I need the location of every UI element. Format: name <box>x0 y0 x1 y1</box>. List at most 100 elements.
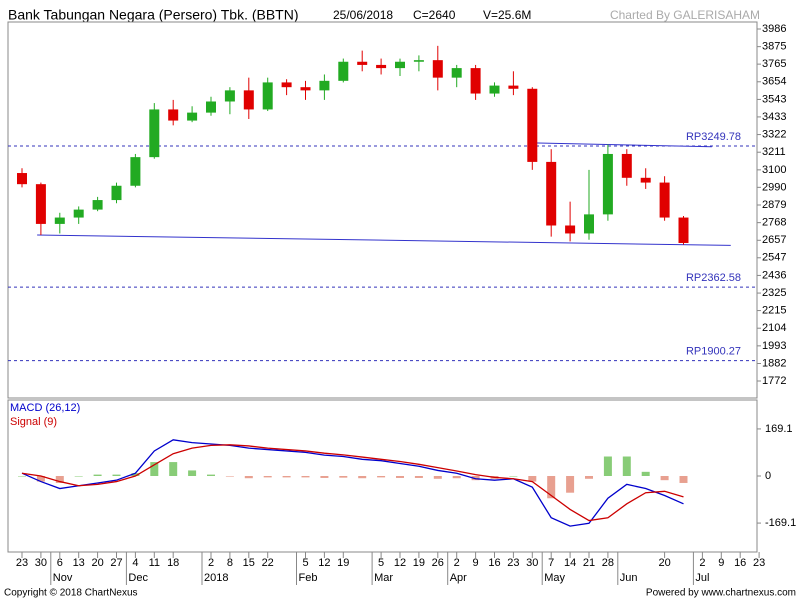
histogram-bar <box>112 474 121 476</box>
histogram-bar <box>225 476 234 477</box>
histogram-bar <box>509 476 518 477</box>
candle-body <box>92 200 103 210</box>
candle-body <box>187 112 198 121</box>
candle-body <box>338 61 349 81</box>
x-tick-label: 23 <box>16 557 28 569</box>
candle-body <box>527 88 538 162</box>
y-tick-label: 3986 <box>762 23 786 35</box>
histogram-bar <box>396 476 404 478</box>
histogram-bar <box>188 470 197 476</box>
x-tick-label: 9 <box>718 557 724 569</box>
histogram-bar <box>566 476 575 493</box>
candle-body <box>413 60 424 62</box>
histogram-bar <box>18 476 26 477</box>
histogram-bar <box>641 471 650 476</box>
x-tick-label: 2 <box>208 557 214 569</box>
x-tick-label: 5 <box>302 557 308 569</box>
candle-body <box>376 64 387 69</box>
candle-body <box>432 60 443 78</box>
histogram-bar <box>74 476 83 477</box>
histogram-bar <box>433 476 442 479</box>
x-tick-label: 2 <box>699 557 705 569</box>
histogram-bar <box>622 456 631 476</box>
y-tick-label: 2325 <box>762 287 786 299</box>
month-label: May <box>544 572 565 584</box>
month-label: Nov <box>53 572 73 584</box>
y-tick-label: 1882 <box>762 357 786 369</box>
x-tick-label: 28 <box>602 557 614 569</box>
y-tick-label: 1993 <box>762 340 786 352</box>
credit: Charted By GALERISAHAM <box>610 8 760 22</box>
month-label: Jun <box>620 572 638 584</box>
reference-label: RP2362.58 <box>686 272 741 284</box>
volume: V=25.6M <box>483 8 531 22</box>
candle-body <box>659 182 670 218</box>
candle-body <box>111 185 122 201</box>
y-tick-label: 2104 <box>762 322 786 334</box>
histogram-bar <box>679 476 688 483</box>
legend-entry: Signal (9) <box>10 416 57 428</box>
candle-body <box>35 184 46 224</box>
x-tick-label: 22 <box>262 557 274 569</box>
candle-body <box>149 109 160 158</box>
histogram-bar <box>207 474 215 476</box>
month-label: Jul <box>695 572 709 584</box>
candle-body <box>584 214 594 234</box>
x-tick-label: 30 <box>526 557 538 569</box>
month-label: 2018 <box>204 572 228 584</box>
y-tick-label: 3543 <box>762 93 786 105</box>
y-tick-label: 3100 <box>762 164 786 176</box>
histogram-bar <box>585 476 593 479</box>
histogram-bar <box>452 476 461 479</box>
candle-body <box>470 68 481 94</box>
x-tick-label: 8 <box>227 557 233 569</box>
histogram-bar <box>36 476 45 482</box>
candle-body <box>262 82 273 110</box>
candle-body <box>319 80 330 91</box>
x-tick-label: 26 <box>432 557 444 569</box>
powered-by: Powered by www.chartnexus.com <box>646 588 796 599</box>
x-tick-label: 18 <box>167 557 179 569</box>
histogram-bar <box>131 473 140 476</box>
x-tick-label: 20 <box>658 557 670 569</box>
candle-body <box>73 209 84 218</box>
y-tick-label: -169.1 <box>765 517 796 529</box>
histogram-bar <box>169 462 178 476</box>
candle-body <box>508 85 519 89</box>
legend-entry: MACD (26,12) <box>10 402 80 414</box>
histogram-bar <box>301 476 310 478</box>
candle-body <box>54 217 65 224</box>
histogram-bar <box>55 476 64 483</box>
x-tick-label: 5 <box>378 557 384 569</box>
y-tick-label: 3875 <box>762 41 786 53</box>
x-tick-label: 12 <box>318 557 330 569</box>
candle-body <box>281 82 292 88</box>
candle-body <box>451 68 462 78</box>
x-tick-label: 6 <box>57 557 63 569</box>
histogram-bar <box>93 474 102 476</box>
trend-line <box>532 142 712 148</box>
candle-body <box>489 85 500 94</box>
histogram-bar <box>263 476 272 478</box>
histogram-bar <box>150 462 159 476</box>
histogram-bar <box>528 476 537 482</box>
candle-body <box>565 225 576 234</box>
y-tick-label: 3433 <box>762 111 786 123</box>
x-tick-label: 19 <box>413 557 425 569</box>
x-tick-label: 7 <box>548 557 554 569</box>
x-tick-label: 2 <box>454 557 460 569</box>
candle-body <box>395 61 405 69</box>
candle-body <box>546 161 557 226</box>
histogram-bar <box>339 476 348 478</box>
y-tick-label: 2768 <box>762 217 786 229</box>
x-tick-label: 19 <box>337 557 349 569</box>
x-tick-label: 27 <box>110 557 122 569</box>
y-tick-label: 2436 <box>762 269 786 281</box>
close: C=2640 <box>413 8 456 22</box>
histogram-bar <box>471 476 480 481</box>
month-label: Dec <box>128 572 148 584</box>
candle-body <box>602 153 613 215</box>
y-tick-label: 2547 <box>762 252 786 264</box>
candle-body <box>678 217 689 243</box>
